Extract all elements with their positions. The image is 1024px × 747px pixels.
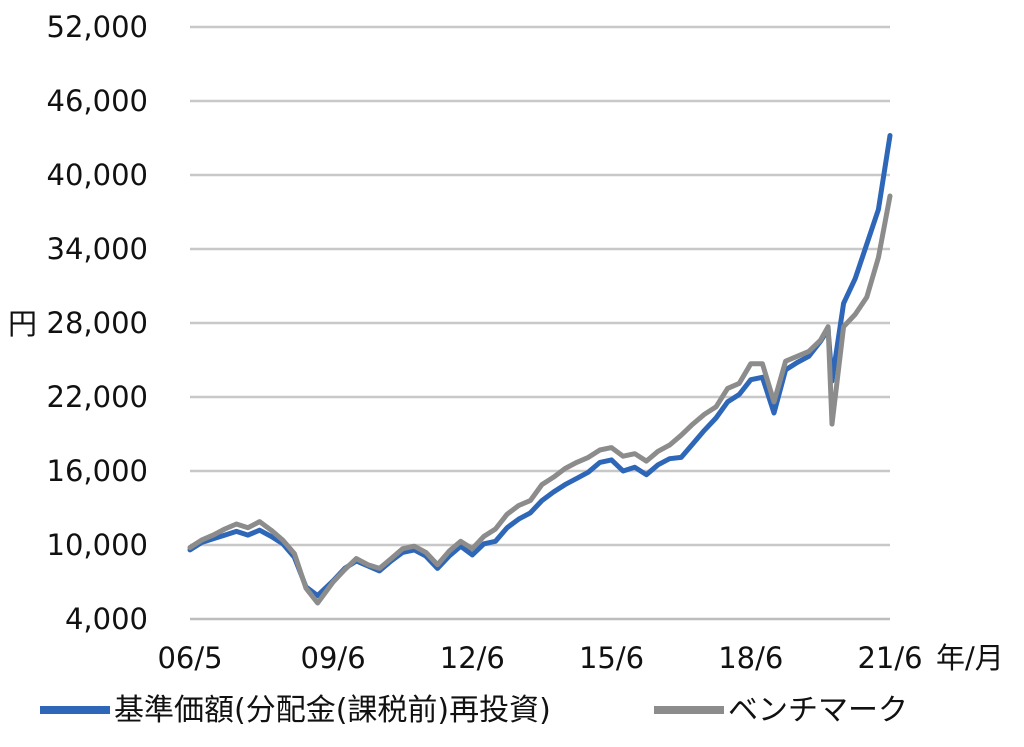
legend-label-benchmark: ベンチマーク (728, 693, 908, 728)
x-tick-label: 09/6 (301, 641, 366, 675)
x-axis-ticks: 06/5 09/6 12/6 15/6 18/6 21/6 (157, 641, 922, 675)
y-tick-label: 40,000 (47, 158, 148, 192)
x-tick-label: 06/5 (157, 641, 222, 675)
y-tick-label: 34,000 (47, 232, 148, 266)
y-tick-label: 22,000 (47, 380, 148, 414)
legend: 基準価額(分配金(課税前)再投資) ベンチマーク (40, 693, 908, 728)
x-tick-label: 12/6 (440, 641, 505, 675)
x-tick-label: 15/6 (579, 641, 644, 675)
y-axis-ticks: 4,000 10,000 16,000 22,000 28,000 34,000 40,00… (47, 10, 148, 636)
y-tick-label: 52,000 (47, 10, 148, 44)
y-tick-label: 10,000 (47, 528, 148, 562)
y-tick-label: 46,000 (47, 84, 148, 118)
series-lines (187, 133, 893, 606)
x-tick-label: 18/6 (718, 641, 783, 675)
y-tick-label: 16,000 (47, 454, 148, 488)
gridlines (190, 25, 890, 547)
x-tick-label: 21/6 (857, 641, 922, 675)
x-axis-unit-label: 年/月 (936, 641, 1004, 675)
series-line-benchmark (187, 193, 893, 606)
legend-label-nav-reinvested: 基準価額(分配金(課税前)再投資) (114, 693, 551, 728)
y-tick-label: 4,000 (65, 602, 148, 636)
y-tick-label: 28,000 (47, 306, 148, 340)
y-axis-unit-label: 円 (8, 307, 37, 341)
